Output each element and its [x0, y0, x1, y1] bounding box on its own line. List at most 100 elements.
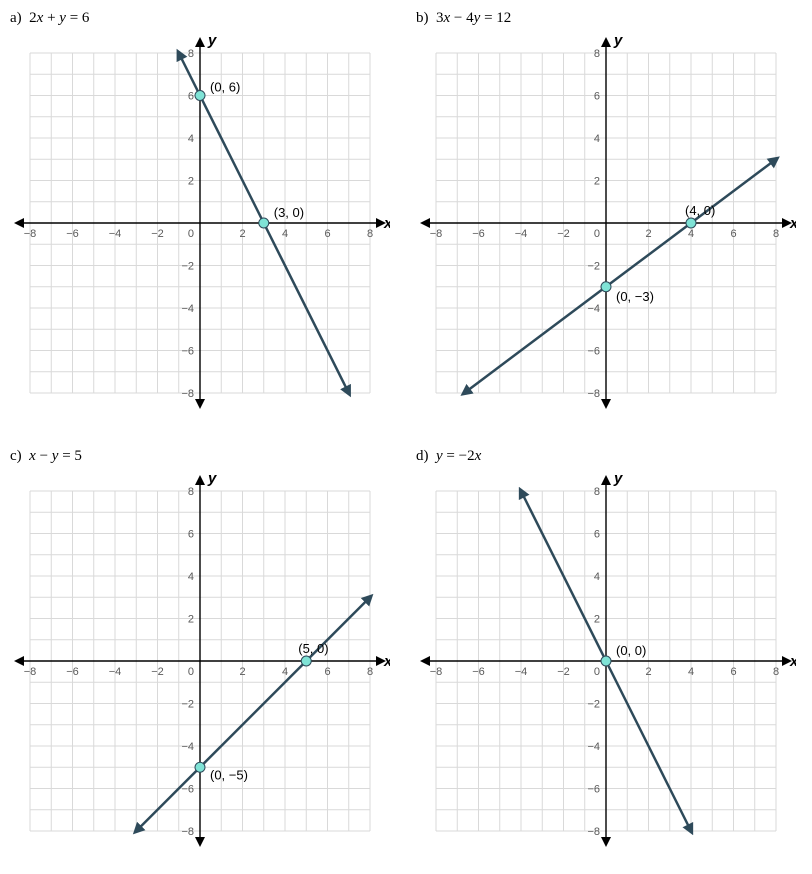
svg-text:−4: −4 [515, 666, 528, 678]
svg-text:8: 8 [773, 666, 779, 678]
svg-text:6: 6 [324, 228, 330, 240]
svg-text:−2: −2 [587, 261, 600, 273]
svg-text:2: 2 [645, 666, 651, 678]
chart-b: −8−6−4−22468−8−6−4−224680xy(4, 0)(0, −3) [416, 33, 802, 418]
svg-text:2: 2 [188, 176, 194, 188]
intercept-point [601, 282, 611, 292]
svg-text:2: 2 [188, 614, 194, 626]
equation-a: a) 2x + y = 6 [10, 10, 396, 27]
svg-text:−6: −6 [472, 228, 485, 240]
svg-text:−8: −8 [587, 826, 600, 838]
coordinate-plane: −8−6−4−22468−8−6−4−224680xy(5, 0)(0, −5) [10, 471, 390, 851]
svg-text:8: 8 [367, 228, 373, 240]
equation-d: d) y = −2x [416, 448, 802, 465]
svg-text:4: 4 [282, 666, 288, 678]
tick-labels: −8−6−4−22468−8−6−4−224680 [24, 486, 373, 838]
intercept-point [259, 218, 269, 228]
panel-c: c) x − y = 5 −8−6−4−22468−8−6−4−224680xy… [10, 448, 396, 856]
svg-text:−8: −8 [24, 228, 37, 240]
equation-c: c) x − y = 5 [10, 448, 396, 465]
svg-text:8: 8 [594, 486, 600, 498]
svg-text:−4: −4 [515, 228, 528, 240]
svg-text:−2: −2 [151, 666, 164, 678]
intercept-point [301, 656, 311, 666]
svg-text:−4: −4 [181, 303, 194, 315]
svg-text:−2: −2 [587, 699, 600, 711]
svg-text:0: 0 [188, 666, 194, 678]
tick-labels: −8−6−4−22468−8−6−4−224680 [430, 48, 779, 400]
svg-text:−2: −2 [181, 699, 194, 711]
svg-text:−6: −6 [181, 346, 194, 358]
point-label: (0, 0) [616, 643, 646, 658]
charts-grid: a) 2x + y = 6 −8 −6 −4 −2 2 4 6 8 −8 −6 −4 −2 2 4 6 8 0 x… [10, 10, 802, 856]
panel-a: a) 2x + y = 6 −8−6−4−22468−8−6−4−224680x… [10, 10, 396, 418]
svg-text:2: 2 [645, 228, 651, 240]
svg-text:8: 8 [594, 48, 600, 60]
y-axis-label: y [207, 33, 217, 49]
x-axis-label: x [383, 653, 390, 670]
point-label: (0, −5) [210, 767, 248, 782]
svg-text:2: 2 [594, 176, 600, 188]
intercept-point [195, 91, 205, 101]
plotted-line [464, 159, 776, 393]
x-axis-label: x [789, 215, 796, 232]
svg-text:−4: −4 [587, 303, 600, 315]
svg-text:−8: −8 [430, 666, 443, 678]
svg-text:4: 4 [188, 133, 194, 145]
point-label: (0, 6) [210, 80, 240, 95]
svg-text:8: 8 [188, 486, 194, 498]
svg-text:4: 4 [188, 571, 194, 583]
svg-text:4: 4 [594, 571, 600, 583]
svg-text:6: 6 [594, 529, 600, 541]
intercept-point [686, 218, 696, 228]
svg-text:2: 2 [239, 228, 245, 240]
svg-text:−6: −6 [587, 346, 600, 358]
svg-text:−2: −2 [557, 666, 570, 678]
svg-text:−2: −2 [181, 261, 194, 273]
panel-d: d) y = −2x −8−6−4−22468−8−6−4−224680xy(0… [416, 448, 802, 856]
svg-text:8: 8 [773, 228, 779, 240]
y-axis-label: y [207, 471, 217, 487]
chart-c: −8−6−4−22468−8−6−4−224680xy(5, 0)(0, −5) [10, 471, 396, 856]
svg-text:−2: −2 [151, 228, 164, 240]
svg-text:−2: −2 [557, 228, 570, 240]
svg-text:0: 0 [594, 228, 600, 240]
svg-text:6: 6 [324, 666, 330, 678]
svg-text:6: 6 [730, 228, 736, 240]
svg-text:6: 6 [188, 529, 194, 541]
svg-text:0: 0 [594, 666, 600, 678]
svg-text:−8: −8 [181, 826, 194, 838]
coordinate-plane: −8−6−4−22468−8−6−4−224680xy(0, 6)(3, 0) [10, 33, 390, 413]
svg-text:6: 6 [188, 91, 194, 103]
svg-text:4: 4 [594, 133, 600, 145]
svg-text:−8: −8 [587, 388, 600, 400]
svg-text:6: 6 [730, 666, 736, 678]
svg-text:−4: −4 [109, 228, 122, 240]
svg-text:8: 8 [367, 666, 373, 678]
svg-text:−4: −4 [181, 741, 194, 753]
svg-text:4: 4 [688, 228, 694, 240]
svg-text:4: 4 [688, 666, 694, 678]
svg-text:−4: −4 [109, 666, 122, 678]
svg-text:8: 8 [188, 48, 194, 60]
svg-text:4: 4 [282, 228, 288, 240]
tick-labels: −8−6−4−22468−8−6−4−224680 [24, 48, 373, 400]
svg-text:−4: −4 [587, 741, 600, 753]
plotted-line [136, 597, 370, 831]
coordinate-plane: −8−6−4−22468−8−6−4−224680xy(4, 0)(0, −3) [416, 33, 796, 413]
point-label: (0, −3) [616, 289, 654, 304]
svg-text:6: 6 [594, 91, 600, 103]
chart-d: −8−6−4−22468−8−6−4−224680xy(0, 0) [416, 471, 802, 856]
coordinate-plane: −8−6−4−22468−8−6−4−224680xy(0, 0) [416, 471, 796, 851]
panel-b: b) 3x − 4y = 12 −8−6−4−22468−8−6−4−22468… [416, 10, 802, 418]
intercept-point [601, 656, 611, 666]
equation-b: b) 3x − 4y = 12 [416, 10, 802, 27]
svg-text:−8: −8 [24, 666, 37, 678]
chart-a: −8−6−4−22468−8−6−4−224680xy(0, 6)(3, 0) [10, 33, 396, 418]
point-label: (5, 0) [298, 641, 328, 656]
intercept-point [195, 762, 205, 772]
point-label: (3, 0) [274, 205, 304, 220]
svg-text:−6: −6 [66, 666, 79, 678]
svg-text:−6: −6 [472, 666, 485, 678]
svg-text:−6: −6 [66, 228, 79, 240]
